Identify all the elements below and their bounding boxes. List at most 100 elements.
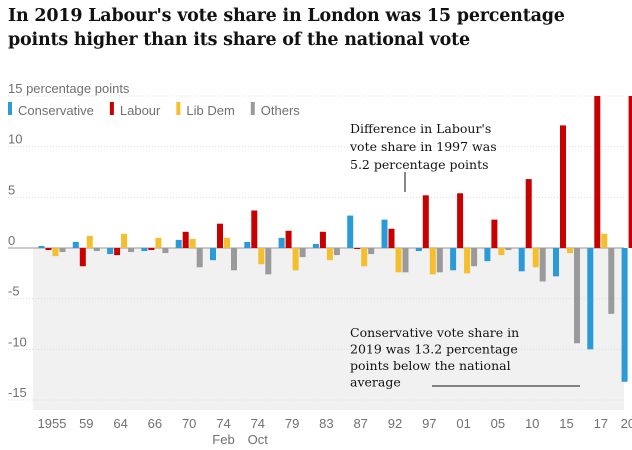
bar-conservative [484, 248, 491, 262]
bar-conservative [312, 243, 319, 248]
bar-labour [560, 125, 566, 248]
bar-others [59, 248, 66, 253]
x-tick-label: 79 [285, 416, 299, 431]
x-tick-label: 1955 [38, 416, 67, 431]
bar-labour [114, 248, 121, 256]
bar-labour [251, 210, 258, 248]
annotation-labour-1997: 5.2 percentage points [350, 157, 489, 172]
bar-others [368, 248, 375, 255]
bar-labour [422, 195, 429, 248]
legend-swatch [250, 102, 255, 115]
bar-conservative [587, 248, 594, 350]
bar-conservative [621, 248, 628, 382]
bar-conservative [347, 215, 354, 248]
bar-lib-dem [224, 237, 230, 248]
bar-labour [148, 248, 155, 251]
x-tick-label: 74 [251, 416, 265, 431]
bar-labour [182, 231, 189, 248]
bar-conservative [415, 248, 422, 252]
annotation-conservative-2019: average [350, 375, 401, 390]
y-tick-label: 5 [8, 182, 15, 197]
x-tick-label: 83 [319, 416, 333, 431]
legend-swatch [109, 102, 114, 115]
bar-lib-dem [189, 238, 196, 248]
bar-others [402, 248, 409, 273]
bar-lib-dem [258, 248, 265, 265]
bar-lib-dem [601, 233, 608, 248]
bar-conservative [278, 237, 285, 248]
bar-lib-dem [361, 248, 368, 267]
annotations: Difference in Labour's vote share in 1997… [349, 121, 580, 390]
legend-swatch [176, 102, 181, 115]
chart-title: In 2019 Labour's vote share in London wa… [8, 6, 565, 50]
bar-others [505, 248, 512, 251]
x-tick-label: 70 [182, 416, 196, 431]
bar-others [608, 248, 615, 314]
bar-lib-dem [532, 248, 539, 268]
x-tick-label: 15 [559, 416, 573, 431]
bar-others [539, 248, 546, 282]
bar-lib-dem [121, 233, 128, 248]
x-tick-label: Feb [212, 432, 234, 447]
x-tick-label: 10 [525, 416, 539, 431]
legend-label: Labour [120, 103, 161, 118]
bar-conservative [107, 248, 114, 255]
x-tick-label: 05 [491, 416, 505, 431]
bar-others [299, 248, 306, 258]
y-tick-label: -15 [8, 385, 27, 400]
bar-others [333, 248, 340, 256]
chart-background [33, 248, 624, 410]
bar-labour [628, 96, 632, 248]
legend-swatch [8, 102, 12, 115]
bar-labour [45, 248, 52, 251]
x-tick-label: 66 [148, 416, 162, 431]
bar-labour [79, 248, 86, 267]
annotation-conservative-2019: Conservative vote share in [350, 325, 519, 340]
bar-conservative [381, 219, 388, 248]
bar-lib-dem [395, 248, 402, 273]
bar-conservative [72, 241, 79, 248]
bar-conservative [38, 245, 45, 248]
bar-labour [388, 228, 395, 248]
legend: Conservative Labour Lib Dem Others [8, 102, 300, 118]
bar-conservative [141, 248, 148, 252]
bar-others [265, 248, 272, 275]
bar-lib-dem [464, 248, 471, 274]
bar-others [436, 248, 443, 273]
x-tick-label: 87 [353, 416, 367, 431]
bar-lib-dem [292, 248, 299, 271]
bar-labour [525, 179, 532, 248]
x-tick-label: 2019 [621, 416, 632, 431]
x-tick-label: 17 [594, 416, 608, 431]
bar-others [574, 248, 580, 344]
bar-labour [285, 230, 292, 248]
bar-labour [354, 248, 361, 250]
bar-others [196, 248, 203, 268]
annotation-labour-1997: Difference in Labour's [350, 121, 491, 136]
bar-labour [491, 219, 498, 248]
bar-labour [594, 96, 601, 248]
bar-others [471, 248, 478, 267]
bar-others [162, 248, 169, 254]
bar-lib-dem [86, 235, 93, 248]
x-tick-label: 01 [456, 416, 470, 431]
x-tick-label: 74 [216, 416, 230, 431]
bar-labour [217, 223, 223, 248]
negative-region [33, 248, 624, 410]
bar-lib-dem [498, 248, 505, 256]
bar-conservative [244, 241, 251, 248]
bar-others [128, 248, 135, 253]
x-tick-label: 92 [388, 416, 402, 431]
y-tick-label: 0 [8, 233, 15, 248]
labels: 15 percentage points 10 5 0 -5 -10 -15 1955 59 64… [8, 81, 632, 447]
x-tick-label: 97 [422, 416, 436, 431]
bar-lib-dem [155, 237, 162, 248]
bar-lib-dem [326, 248, 333, 261]
bar-labour [457, 193, 464, 248]
bar-labour [319, 231, 326, 248]
bar-conservative [210, 248, 216, 261]
bar-conservative [518, 248, 525, 272]
annotation-conservative-2019: points below the national [350, 358, 511, 373]
annotation-conservative-2019: 2019 was 13.2 percentage [350, 342, 518, 357]
